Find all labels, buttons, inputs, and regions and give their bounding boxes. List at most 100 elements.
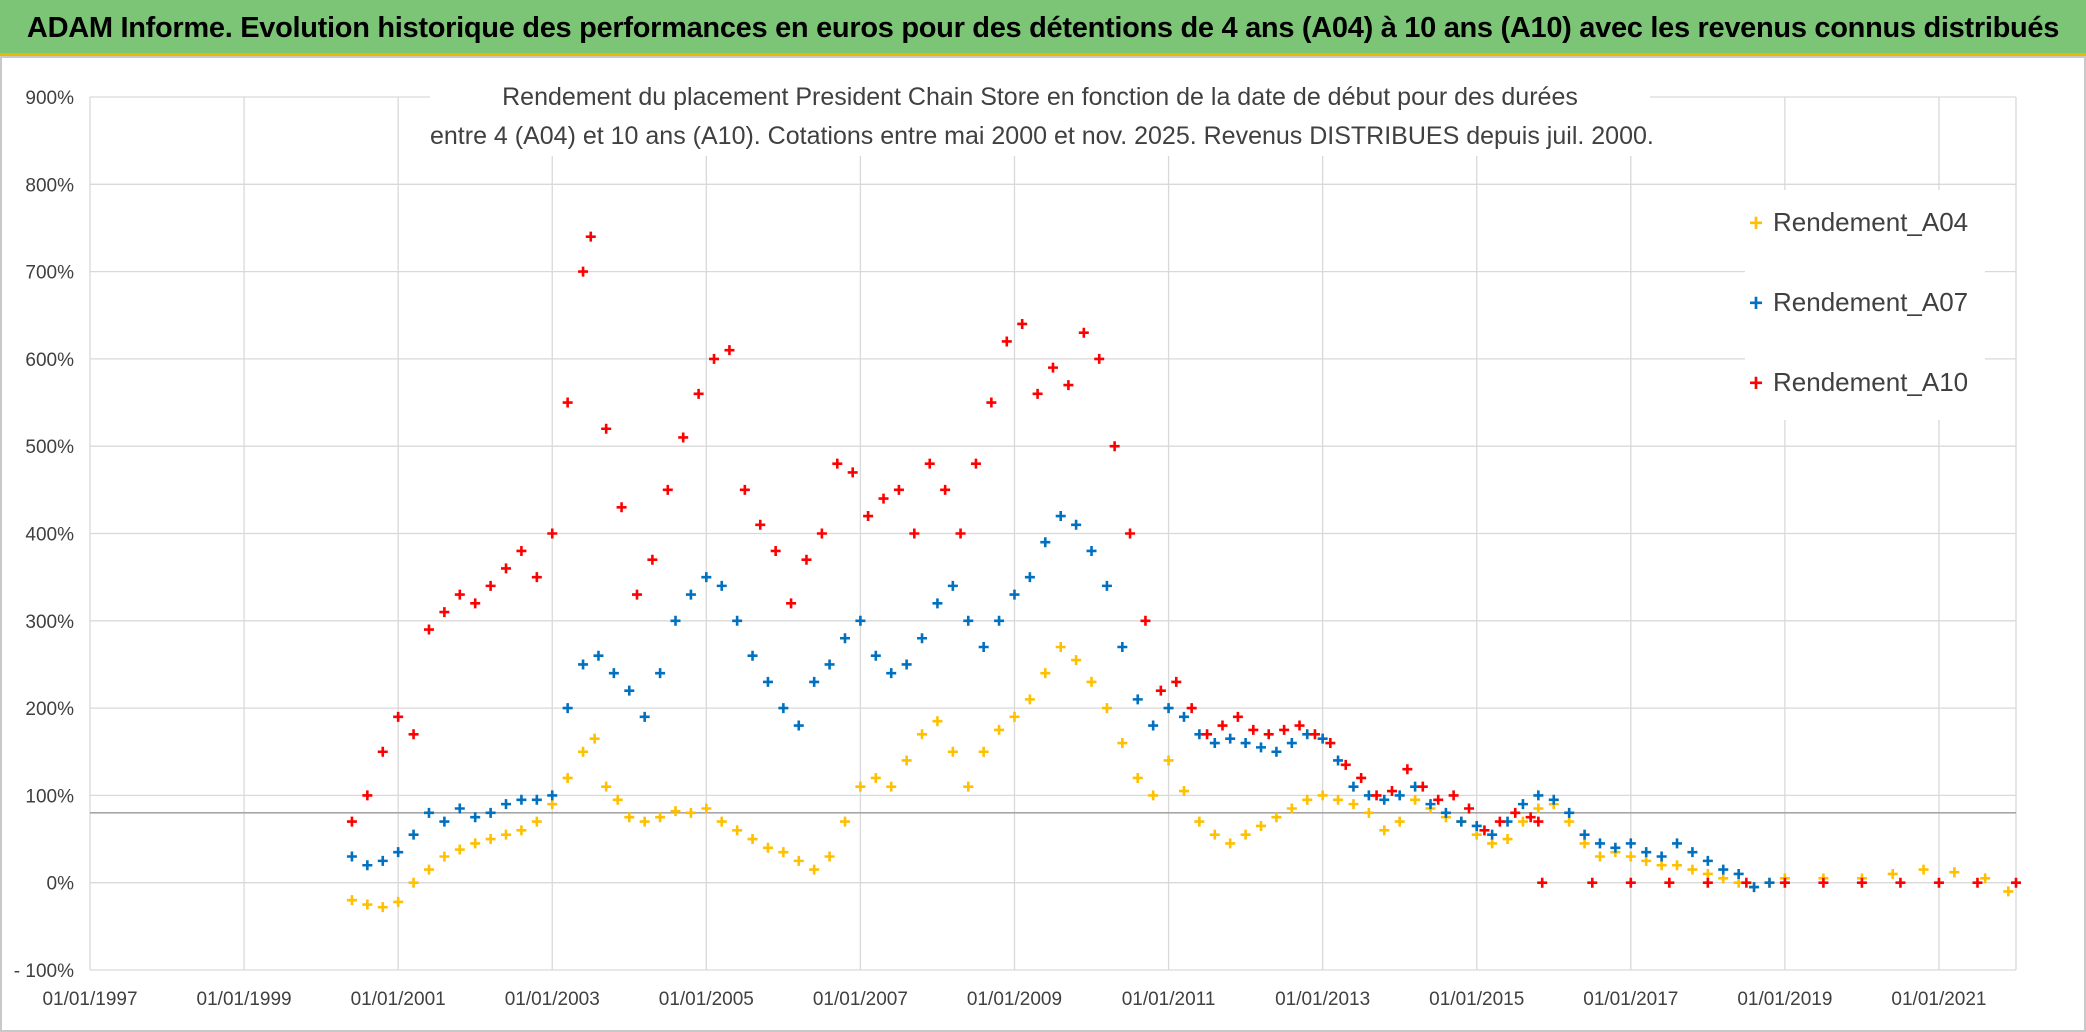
data-point (1379, 794, 1390, 805)
chart-frame (0, 56, 2086, 1032)
data-point (1263, 729, 1274, 740)
data-point (947, 746, 958, 757)
data-point (793, 855, 804, 866)
data-point (917, 729, 928, 740)
legend-item-a10: + Rendement_A10 (1745, 362, 1968, 402)
legend-marker-a04-icon: + (1748, 210, 1763, 237)
data-point (1333, 794, 1344, 805)
data-point (1186, 703, 1197, 714)
legend-label-a10: Rendement_A10 (1773, 367, 1969, 397)
data-point (601, 423, 612, 434)
x-tick-label: 01/01/2007 (813, 989, 908, 1010)
data-point (963, 615, 974, 626)
chart-legend: + Rendement_A04 + Rendement_A07 + Rendement… (1745, 190, 1985, 420)
chart-title-line-2: entre 4 (A04) et 10 ans (A10). Cotations… (430, 122, 1654, 150)
data-point (1240, 738, 1251, 749)
data-point (423, 807, 434, 818)
data-point (1494, 816, 1505, 827)
data-point (963, 781, 974, 792)
data-point (1425, 799, 1436, 810)
data-point (747, 834, 758, 845)
data-point (1664, 877, 1675, 888)
data-point (847, 467, 858, 478)
data-point (1009, 589, 1020, 600)
data-point (1302, 794, 1313, 805)
x-tick-label: 01/01/1997 (42, 989, 137, 1010)
data-point (1094, 353, 1105, 364)
data-point (501, 799, 512, 810)
data-point (393, 847, 404, 858)
data-point (778, 847, 789, 858)
data-point (1779, 877, 1790, 888)
chart-title-line-1: Rendement du placement President Chain S… (502, 83, 1578, 111)
data-point (863, 511, 874, 522)
data-point (501, 563, 512, 574)
data-point (562, 397, 573, 408)
data-point (1125, 528, 1136, 539)
x-tick-label: 01/01/2009 (967, 989, 1062, 1010)
data-point (755, 519, 766, 530)
data-point (940, 484, 951, 495)
data-point (886, 668, 897, 679)
data-point (1271, 746, 1282, 757)
data-point (870, 650, 881, 661)
data-point (1232, 711, 1243, 722)
data-point (955, 528, 966, 539)
data-point (516, 825, 527, 836)
data-point (1148, 720, 1159, 731)
data-point (1533, 790, 1544, 801)
data-point (1294, 720, 1305, 731)
data-point (1063, 380, 1074, 391)
data-point (1333, 755, 1344, 766)
legend-label-a04: Rendement_A04 (1773, 207, 1969, 237)
data-point (978, 746, 989, 757)
data-point (393, 711, 404, 722)
data-point (1587, 877, 1598, 888)
legend-item-a04: + Rendement_A04 (1745, 202, 1968, 242)
data-point (1471, 829, 1482, 840)
data-point (986, 397, 997, 408)
data-point (1271, 812, 1282, 823)
data-point (423, 624, 434, 635)
data-point (1163, 703, 1174, 714)
data-point (1525, 812, 1536, 823)
data-point (994, 615, 1005, 626)
data-point (1517, 816, 1528, 827)
data-point (408, 829, 419, 840)
data-point (1749, 882, 1760, 893)
data-point (1440, 807, 1451, 818)
data-point (377, 855, 388, 866)
data-point (1918, 864, 1929, 875)
data-point (1317, 790, 1328, 801)
data-point (1055, 511, 1066, 522)
data-point (1217, 720, 1228, 731)
data-point (624, 685, 635, 696)
data-point (1348, 781, 1359, 792)
data-point (1502, 834, 1513, 845)
x-tick-label: 01/01/1999 (197, 989, 292, 1010)
y-tick-label: 900% (25, 88, 74, 109)
data-point (1410, 794, 1421, 805)
y-tick-label: 0% (47, 874, 75, 895)
data-point (778, 703, 789, 714)
data-point (932, 598, 943, 609)
data-point (1001, 336, 1012, 347)
data-point (1132, 694, 1143, 705)
data-point (824, 851, 835, 862)
data-point (454, 803, 465, 814)
data-point (470, 812, 481, 823)
data-point (470, 838, 481, 849)
data-point (1371, 790, 1382, 801)
chart-grid (89, 96, 2017, 971)
data-point (1032, 388, 1043, 399)
data-point (1579, 829, 1590, 840)
data-point (801, 554, 812, 565)
data-point (701, 803, 712, 814)
data-point (1625, 877, 1636, 888)
data-point (1687, 847, 1698, 858)
data-point (1394, 790, 1405, 801)
data-point (346, 895, 357, 906)
y-tick-label: 200% (25, 699, 74, 720)
data-point (1764, 877, 1775, 888)
data-point (1202, 729, 1213, 740)
